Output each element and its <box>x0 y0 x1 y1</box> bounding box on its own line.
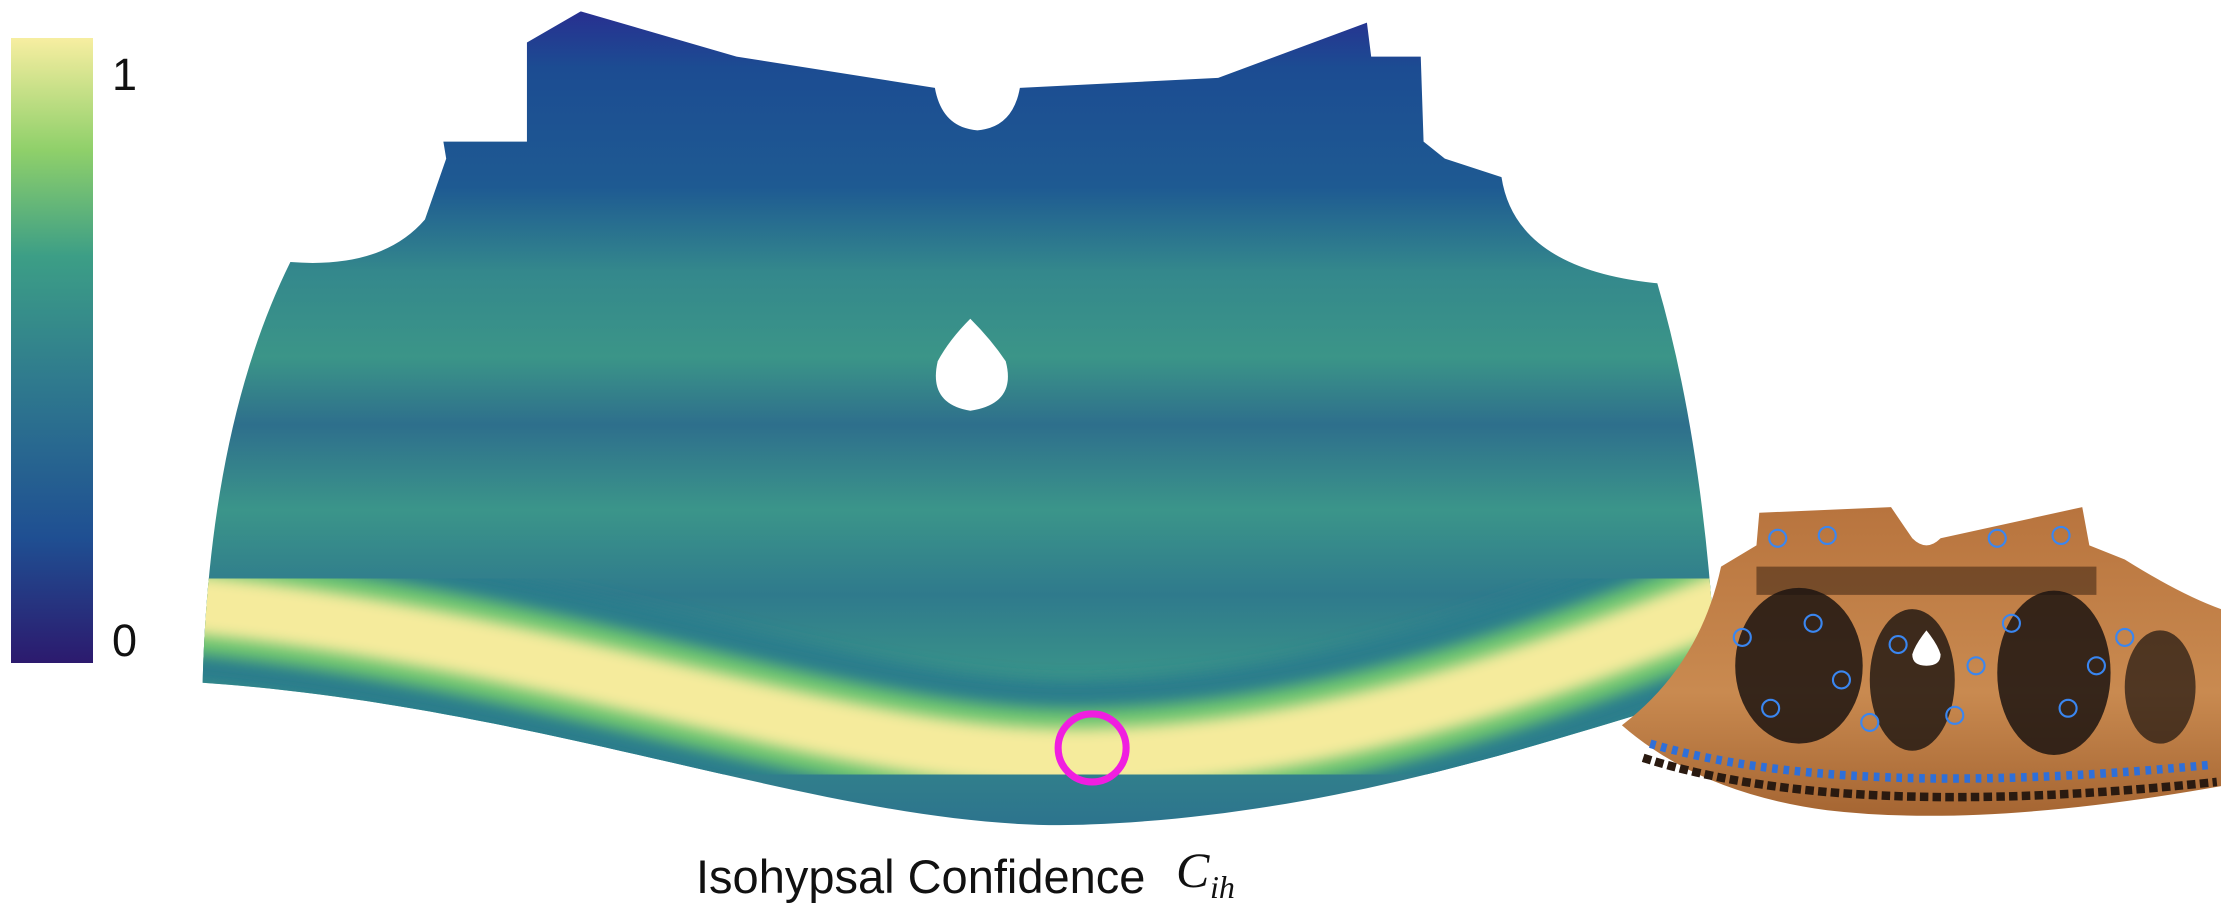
caption-text: Isohypsal Confidence <box>696 850 1145 903</box>
hole <box>935 318 1008 411</box>
colorbar-gradient <box>11 38 93 663</box>
colorbar: 1 0 <box>11 38 137 666</box>
caption-symbol: C <box>1176 842 1210 898</box>
caption-subscript: ih <box>1210 869 1235 905</box>
colorbar-min-label: 0 <box>112 615 137 666</box>
confidence-map <box>202 11 2221 826</box>
highlight-circle <box>1054 710 1130 786</box>
colorbar-max-label: 1 <box>112 49 137 100</box>
caption: Isohypsal Confidence C ih <box>696 842 1235 905</box>
vase-thumbnail <box>1621 507 2221 816</box>
